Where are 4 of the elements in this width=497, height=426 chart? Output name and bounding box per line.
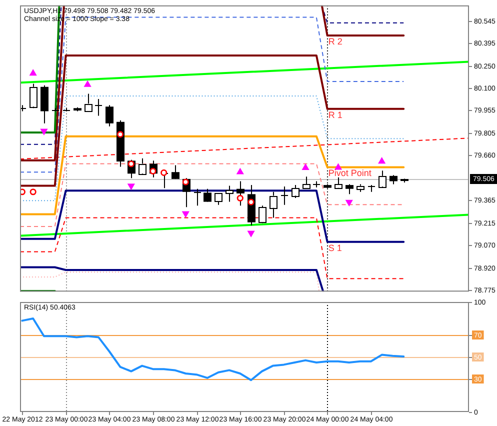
annotation: Pivot Point (328, 168, 372, 178)
annotation: R 2 (328, 36, 342, 47)
annotation: S 1 (328, 242, 342, 253)
annotation: R 1 (328, 110, 342, 120)
